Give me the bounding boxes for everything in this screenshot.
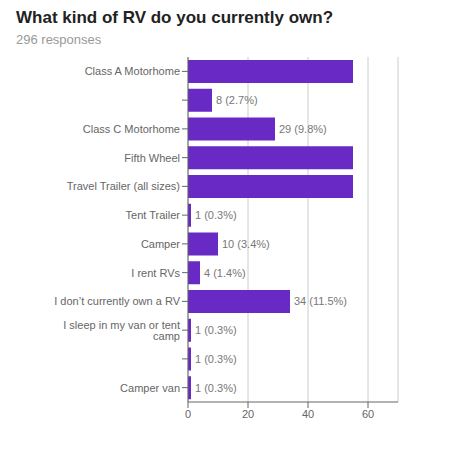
svg-text:I don’t currently own a RV: I don’t currently own a RV (54, 295, 180, 307)
svg-text:Tent Trailer: Tent Trailer (126, 209, 181, 221)
svg-text:1 (0.3%): 1 (0.3%) (195, 353, 237, 365)
svg-text:40: 40 (302, 408, 314, 420)
svg-text:20: 20 (242, 408, 254, 420)
svg-text:Class A Motorhome: Class A Motorhome (85, 65, 180, 77)
svg-text:10 (3.4%): 10 (3.4%) (222, 238, 270, 250)
html-text:What kind of RV do you current: What kind of RV do you currently own? (16, 8, 333, 27)
svg-text:Camper: Camper (141, 238, 180, 250)
svg-text:0: 0 (185, 408, 191, 420)
svg-text:8 (2.7%): 8 (2.7%) (216, 94, 258, 106)
svg-text:Fifth Wheel: Fifth Wheel (124, 152, 180, 164)
svg-text:I sleep in my van or tentcamp: I sleep in my van or tentcamp (63, 319, 180, 342)
svg-text:Camper van: Camper van (120, 382, 180, 394)
svg-text:1 (0.3%): 1 (0.3%) (195, 382, 237, 394)
html-text:296 responses: 296 responses (16, 32, 102, 47)
svg-text:34 (11.5%): 34 (11.5%) (294, 295, 347, 307)
svg-text:Travel Trailer (all sizes): Travel Trailer (all sizes) (67, 180, 180, 192)
svg-text:1 (0.3%): 1 (0.3%) (195, 324, 237, 336)
svg-text:60: 60 (362, 408, 374, 420)
svg-text:29 (9.8%): 29 (9.8%) (279, 123, 327, 135)
svg-text:I rent RVs: I rent RVs (131, 267, 180, 279)
svg-text:Class C Motorhome: Class C Motorhome (83, 123, 180, 135)
svg-text:1 (0.3%): 1 (0.3%) (195, 209, 237, 221)
svg-text:4 (1.4%): 4 (1.4%) (204, 267, 246, 279)
